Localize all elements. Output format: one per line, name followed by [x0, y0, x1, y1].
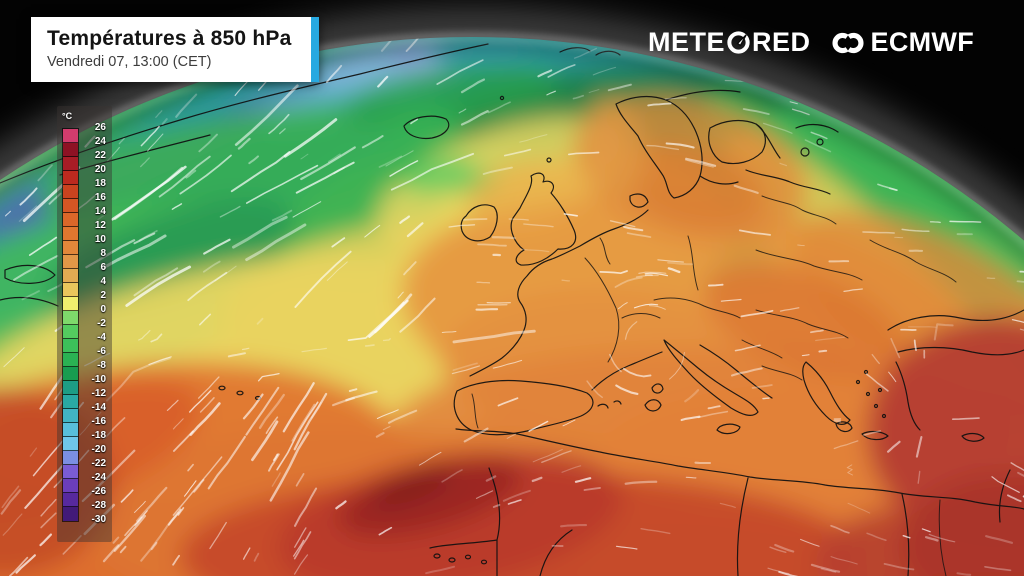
branding: METE RED ECMWF: [648, 27, 974, 58]
legend-tick-label: 26: [94, 122, 106, 133]
legend-bar: [62, 128, 79, 522]
legend-tick-label: -24: [91, 472, 106, 483]
legend-tick-label: 2: [100, 290, 106, 301]
meteored-text-left: METE: [647, 27, 725, 57]
legend-color-block: [63, 325, 78, 339]
legend-color-block: [63, 269, 78, 283]
legend-color-block: [63, 395, 78, 409]
legend-tick-label: 16: [94, 192, 106, 203]
legend-color-block: [63, 255, 78, 269]
legend-color-block: [63, 157, 78, 171]
legend-tick-label: 0: [100, 304, 106, 315]
legend-color-block: [63, 241, 78, 255]
ecmwf-icon: [832, 32, 863, 53]
legend-color-block: [63, 381, 78, 395]
legend-color-block: [63, 451, 78, 465]
ecmwf-text: ECMWF: [870, 27, 974, 57]
legend-tick-label: -20: [91, 444, 106, 455]
legend-color-block: [63, 507, 78, 521]
legend-tick-label: 14: [94, 206, 106, 217]
legend-tick-label: -26: [91, 486, 106, 497]
meteored-logo: METE RED: [648, 27, 811, 58]
legend-tick-label: 24: [94, 136, 106, 147]
legend-color-block: [63, 213, 78, 227]
legend-color-block: [63, 353, 78, 367]
legend-tick-label: 22: [94, 150, 106, 161]
legend-color-block: [63, 423, 78, 437]
legend-color-block: [63, 339, 78, 353]
legend-color-block: [63, 311, 78, 325]
legend-tick-label: -14: [91, 402, 106, 413]
legend-color-block: [63, 199, 78, 213]
legend-unit-label: °C: [62, 111, 73, 121]
legend-tick-label: 10: [94, 234, 106, 245]
legend-color-block: [63, 143, 78, 157]
legend-tick-label: -8: [97, 360, 106, 371]
legend-tick-label: -30: [91, 514, 106, 525]
legend-color-block: [63, 171, 78, 185]
legend-tick-label: 8: [100, 248, 106, 259]
title-card: Températures à 850 hPa Vendredi 07, 13:0…: [31, 17, 319, 82]
legend-color-block: [63, 465, 78, 479]
ecmwf-logo: ECMWF: [829, 27, 974, 58]
legend-tick-label: -4: [97, 332, 106, 343]
legend-tick-label: -16: [91, 416, 106, 427]
temperature-legend: °C 26 24 22 20 18 16 14 12 10 8 6 4 2 0 -2 -4 -6 -8 -10 -12…: [57, 106, 112, 542]
map-datetime: Vendredi 07, 13:00 (CET): [47, 54, 212, 71]
legend-color-block: [63, 437, 78, 451]
legend-color-block: [63, 227, 78, 241]
legend-color-block: [63, 367, 78, 381]
coastlines-borders: [0, 43, 1024, 576]
legend-color-block: [63, 493, 78, 507]
legend-color-block: [63, 185, 78, 199]
legend-tick-label: -6: [97, 346, 106, 357]
legend-tick-label: -12: [91, 388, 106, 399]
legend-tick-label: -28: [91, 500, 106, 511]
legend-labels: 26 24 22 20 18 16 14 12 10 8 6 4 2 0 -2 -4 -6 -8 -10 -12 -14…: [57, 122, 112, 525]
meteored-compass-icon: [727, 31, 750, 54]
legend-color-block: [63, 129, 78, 143]
legend-tick-label: 6: [100, 262, 106, 273]
legend-tick-label: 4: [100, 276, 106, 287]
legend-tick-label: -2: [97, 318, 106, 329]
legend-tick-label: 18: [94, 178, 106, 189]
atmosphere-glow: [0, 12, 1024, 253]
legend-tick-label: -18: [91, 430, 106, 441]
legend-tick-label: 12: [94, 220, 106, 231]
meteored-text-right: RED: [752, 27, 811, 57]
legend-color-block: [63, 479, 78, 493]
legend-tick-label: 20: [94, 164, 106, 175]
legend-color-block: [63, 409, 78, 423]
legend-tick-label: -10: [91, 374, 106, 385]
legend-color-block: [63, 297, 78, 311]
legend-tick-label: -22: [91, 458, 106, 469]
legend-color-block: [63, 283, 78, 297]
map-title: Températures à 850 hPa: [47, 27, 292, 50]
limb-shading: [0, 37, 1024, 576]
